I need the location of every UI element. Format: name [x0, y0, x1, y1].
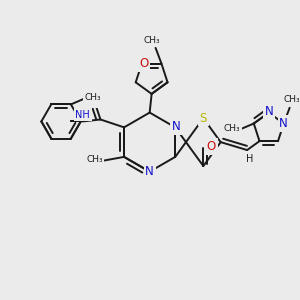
Text: CH₃: CH₃ — [224, 124, 240, 133]
Text: O: O — [207, 140, 216, 153]
Text: O: O — [88, 93, 97, 106]
Text: N: N — [172, 120, 181, 133]
Text: NH: NH — [75, 110, 90, 120]
Text: CH₃: CH₃ — [86, 155, 103, 164]
Text: CH₃: CH₃ — [283, 95, 300, 104]
Text: O: O — [139, 57, 148, 70]
Text: CH₃: CH₃ — [143, 37, 160, 46]
Text: H: H — [246, 154, 254, 164]
Text: N: N — [279, 117, 288, 130]
Text: N: N — [145, 165, 154, 178]
Text: S: S — [200, 112, 207, 125]
Text: N: N — [264, 105, 273, 118]
Text: CH₃: CH₃ — [84, 93, 101, 102]
